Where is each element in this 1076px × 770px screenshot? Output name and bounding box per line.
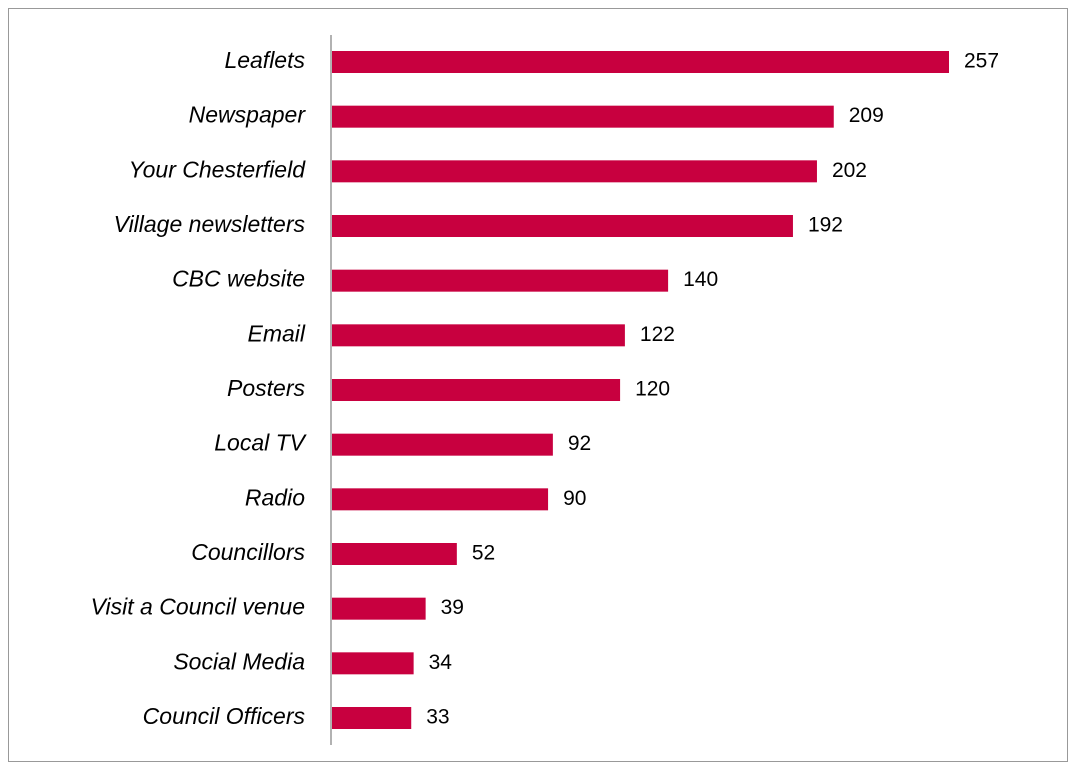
bar xyxy=(332,51,949,73)
bar xyxy=(332,652,414,675)
value-label: 39 xyxy=(441,596,464,619)
value-label: 120 xyxy=(635,378,670,401)
category-label: Village newsletters xyxy=(114,211,306,237)
bar xyxy=(332,433,553,456)
category-label: Local TV xyxy=(214,430,307,456)
bar xyxy=(332,269,669,292)
bar xyxy=(332,597,426,620)
bar xyxy=(332,160,817,183)
bar xyxy=(332,215,793,237)
category-label: Council Officers xyxy=(143,703,306,729)
value-label: 202 xyxy=(832,159,867,182)
bar xyxy=(332,488,549,511)
bar xyxy=(332,105,834,128)
value-label: 257 xyxy=(964,50,999,73)
bar xyxy=(332,379,621,401)
category-label: Leaflets xyxy=(224,47,305,73)
value-label: 209 xyxy=(849,104,884,127)
value-label: 52 xyxy=(472,542,495,565)
category-label: Email xyxy=(247,320,305,346)
bar xyxy=(332,324,625,347)
value-label: 34 xyxy=(429,651,453,674)
value-label: 90 xyxy=(563,487,586,510)
category-label: Radio xyxy=(245,484,305,510)
category-label: Councillors xyxy=(191,539,305,565)
bar xyxy=(332,543,457,565)
value-label: 92 xyxy=(568,432,591,455)
category-label: CBC website xyxy=(172,266,305,292)
category-label: Your Chesterfield xyxy=(129,156,307,182)
category-label: Posters xyxy=(227,375,305,401)
value-label: 192 xyxy=(808,214,843,237)
value-label: 140 xyxy=(683,268,718,291)
value-label: 122 xyxy=(640,323,675,346)
category-label: Newspaper xyxy=(189,102,307,128)
category-label: Social Media xyxy=(173,648,305,674)
bar xyxy=(332,707,412,729)
category-label: Visit a Council venue xyxy=(91,594,305,620)
value-label: 33 xyxy=(426,706,449,729)
